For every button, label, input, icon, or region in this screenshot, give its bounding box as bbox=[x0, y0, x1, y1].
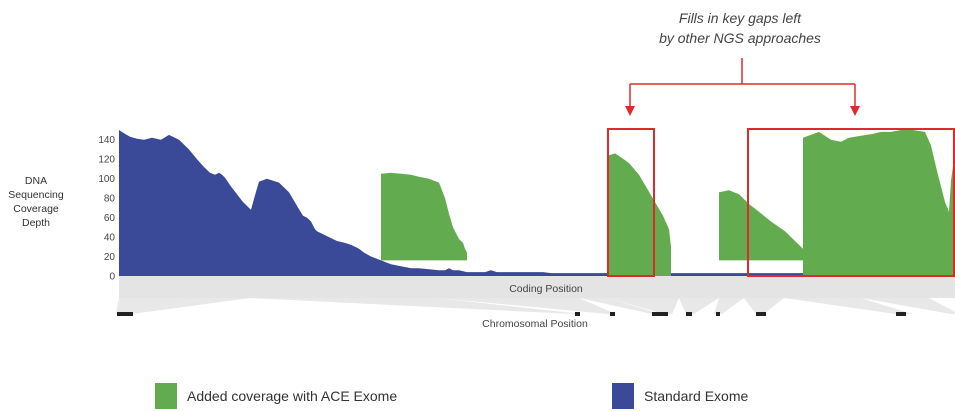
y-axis-label-line: Coverage bbox=[13, 203, 59, 215]
fan-wedge bbox=[437, 298, 616, 314]
coverage-areas bbox=[119, 130, 955, 276]
y-tick-label: 140 bbox=[98, 135, 115, 146]
chromosomal-tick bbox=[716, 312, 720, 316]
y-tick-label: 60 bbox=[104, 213, 116, 224]
callout-line-2: by other NGS approaches bbox=[659, 30, 821, 46]
highlight-box-2 bbox=[747, 128, 955, 277]
fan-wedge bbox=[116, 298, 211, 314]
arrow-head-right bbox=[850, 106, 860, 116]
coding-to-chromosome-band bbox=[116, 276, 955, 314]
legend-label-added: Added coverage with ACE Exome bbox=[187, 388, 398, 404]
fan-wedge bbox=[608, 298, 679, 314]
callout-text: Fills in key gaps left by other NGS appr… bbox=[560, 8, 920, 48]
fan-wedge bbox=[825, 298, 912, 314]
fan-wedge bbox=[744, 298, 784, 314]
y-tick-label: 100 bbox=[98, 174, 115, 185]
legend-item-added: Added coverage with ACE Exome bbox=[155, 383, 397, 409]
chromosomal-tick bbox=[610, 312, 615, 316]
fan-wedge bbox=[861, 298, 955, 314]
highlight-box-1 bbox=[607, 128, 655, 277]
chromosomal-tick bbox=[756, 312, 766, 316]
callout-line-1: Fills in key gaps left bbox=[678, 10, 802, 26]
chromosomal-axis-label: Chromosomal Position bbox=[482, 318, 588, 330]
y-axis-label-line: Sequencing bbox=[8, 189, 64, 201]
y-tick-label: 40 bbox=[104, 233, 116, 244]
added-area-mid bbox=[381, 172, 467, 261]
chromosomal-tick bbox=[117, 312, 133, 316]
y-axis: 0 20 40 60 80 100 120 140 bbox=[98, 135, 115, 282]
chromosomal-tick bbox=[575, 312, 580, 316]
fan-wedge bbox=[250, 298, 582, 314]
chromosomal-tick bbox=[686, 312, 692, 316]
fan-wedge bbox=[714, 298, 744, 314]
legend-item-standard: Standard Exome bbox=[612, 383, 748, 409]
added-area-right-small bbox=[719, 190, 803, 261]
added-area-box1 bbox=[609, 153, 671, 276]
legend-label-standard: Standard Exome bbox=[644, 388, 749, 404]
chromosomal-tick bbox=[652, 312, 668, 316]
added-area-box2 bbox=[803, 130, 955, 276]
y-tick-label: 120 bbox=[98, 155, 115, 166]
chromosomal-position-ticks bbox=[117, 312, 906, 316]
fan-wedge bbox=[679, 298, 719, 314]
callout-arrows bbox=[625, 58, 860, 116]
x-axis-label: Coding Position bbox=[509, 283, 583, 295]
legend-swatch-standard bbox=[612, 383, 634, 409]
y-tick-label: 20 bbox=[104, 252, 116, 263]
y-axis-label-line: Depth bbox=[21, 217, 51, 229]
fan-wedge bbox=[784, 298, 904, 314]
gap-highlight-boxes bbox=[607, 128, 955, 277]
arrow-head-left bbox=[625, 106, 635, 116]
fan-wedge bbox=[124, 298, 250, 314]
y-axis-label: DNA Sequencing Coverage Depth bbox=[0, 174, 72, 230]
y-tick-label: 80 bbox=[104, 194, 116, 205]
coding-position-band bbox=[119, 276, 955, 298]
chromosomal-tick bbox=[896, 312, 906, 316]
y-tick-label: 0 bbox=[109, 272, 115, 283]
standard-exome-area bbox=[119, 130, 949, 276]
y-axis-label-line: DNA bbox=[24, 175, 48, 187]
legend-swatch-added bbox=[155, 383, 177, 409]
fan-wedge bbox=[579, 298, 660, 314]
